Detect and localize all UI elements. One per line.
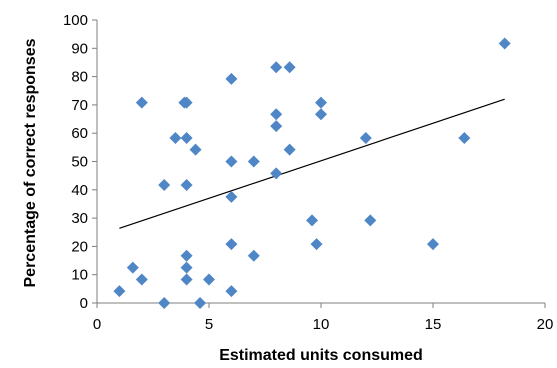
y-tick-label: 0: [80, 295, 88, 312]
x-tick-label: 20: [537, 316, 554, 333]
data-point: [135, 273, 148, 286]
data-point: [189, 143, 202, 156]
data-point: [225, 72, 238, 85]
x-tick-label: 10: [313, 316, 330, 333]
data-point: [126, 261, 139, 274]
data-point: [180, 132, 193, 145]
data-point: [180, 178, 193, 191]
data-point: [194, 297, 207, 309]
data-point: [225, 238, 238, 251]
y-tick-label: 50: [71, 154, 88, 171]
data-point: [283, 143, 296, 156]
data-point: [225, 190, 238, 203]
trendline: [119, 98, 505, 229]
y-tick-label: 70: [71, 97, 88, 114]
x-tick-label: 0: [93, 316, 101, 333]
x-axis-tick-labels: 0 5 10 15 20: [93, 316, 554, 333]
data-point: [180, 273, 193, 286]
y-axis-ticks: [92, 19, 97, 304]
data-point: [498, 37, 511, 50]
y-tick-label: 80: [71, 69, 88, 86]
data-point: [180, 261, 193, 274]
data-point: [203, 273, 215, 286]
data-point: [306, 214, 319, 227]
data-point: [225, 285, 238, 298]
data-point: [364, 214, 377, 227]
data-point: [180, 249, 193, 262]
y-tick-label: 100: [63, 12, 88, 29]
data-points: [113, 37, 511, 309]
x-tick-label: 5: [205, 316, 213, 333]
y-tick-label: 60: [71, 125, 88, 142]
data-point: [158, 178, 171, 191]
data-point: [270, 108, 283, 121]
data-point: [427, 238, 439, 251]
y-axis-tick-labels: 0 10 20 30 40 50 60 70 80 90 100: [63, 12, 88, 312]
data-point: [158, 297, 171, 309]
y-tick-label: 30: [71, 210, 88, 227]
data-point: [135, 96, 148, 109]
y-axis-title: Percentage of correct responses: [22, 38, 39, 287]
data-point: [169, 132, 182, 145]
data-point: [315, 96, 327, 109]
data-point: [283, 61, 296, 74]
y-tick-label: 20: [71, 238, 88, 255]
data-point: [113, 285, 126, 298]
y-tick-label: 40: [71, 182, 88, 199]
x-axis-ticks: [96, 303, 546, 308]
data-point: [225, 155, 238, 168]
data-point: [359, 132, 372, 145]
x-axis-title: Estimated units consumed: [219, 347, 423, 364]
data-point: [270, 167, 283, 180]
x-tick-label: 15: [425, 316, 442, 333]
data-point: [310, 238, 323, 251]
data-point: [270, 120, 283, 133]
data-point: [180, 96, 193, 109]
data-point: [247, 249, 260, 262]
data-point: [458, 132, 471, 145]
data-point: [315, 108, 327, 121]
data-point: [247, 155, 260, 168]
y-tick-label: 90: [71, 40, 88, 57]
data-point: [270, 61, 283, 74]
y-tick-label: 10: [71, 267, 88, 284]
